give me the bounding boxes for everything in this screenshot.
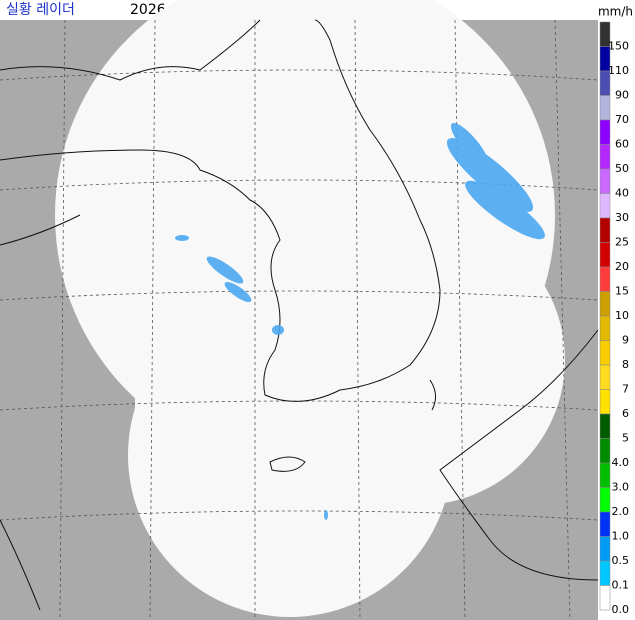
- legend-label: 6: [622, 407, 629, 420]
- legend-swatch: [599, 144, 611, 170]
- legend-label: 0.5: [612, 554, 630, 567]
- legend-swatch: [599, 560, 611, 586]
- legend-label: 20: [615, 260, 629, 273]
- legend-swatch: [599, 536, 611, 562]
- map: [0, 19, 599, 620]
- legend-label: 15: [615, 285, 629, 298]
- legend-swatch: [599, 168, 611, 194]
- legend-swatch: [599, 413, 611, 439]
- legend-label: 60: [615, 138, 629, 151]
- legend-swatch: [599, 487, 611, 513]
- legend-swatch: [599, 462, 611, 488]
- legend-label: 25: [615, 236, 629, 249]
- legend-label: 0.0: [612, 603, 630, 616]
- legend-swatch: [599, 364, 611, 390]
- legend-swatch: [599, 193, 611, 219]
- legend-label: 150: [608, 40, 629, 53]
- legend-swatch: [599, 70, 611, 96]
- legend-swatch: [599, 511, 611, 537]
- legend-swatch: [599, 438, 611, 464]
- title: 실황 레이더: [6, 2, 75, 18]
- legend-swatch: [599, 389, 611, 415]
- legend-swatch: [599, 119, 611, 145]
- legend-swatch: [599, 95, 611, 121]
- legend-swatch: [599, 217, 611, 243]
- legend-label: 0.1: [612, 579, 630, 592]
- legend-label: 10: [615, 309, 629, 322]
- legend-label: 7: [622, 383, 629, 396]
- legend: 150 110 90 70 60 50 40 30 25 20 15 10 9 8 7 6 5 4.0 3.0 2.0…: [599, 21, 630, 616]
- legend-swatch: [599, 291, 611, 317]
- unit: mm/h: [598, 5, 633, 19]
- legend-label: 5: [622, 432, 629, 445]
- legend-label: 30: [615, 211, 629, 224]
- legend-label: 90: [615, 89, 629, 102]
- legend-label: 1.0: [612, 530, 630, 543]
- legend-label: 3.0: [612, 481, 630, 494]
- legend-label: 4.0: [612, 456, 630, 469]
- legend-label: 9: [622, 334, 629, 347]
- legend-label: 40: [615, 187, 629, 200]
- legend-swatch: [599, 315, 611, 341]
- legend-swatch: [599, 340, 611, 366]
- legend-swatch: [599, 585, 611, 611]
- legend-label: 70: [615, 113, 629, 126]
- legend-swatch: [599, 266, 611, 292]
- legend-swatch: [599, 242, 611, 268]
- legend-label: 110: [608, 64, 629, 77]
- legend-label: 8: [622, 358, 629, 371]
- legend-label: 2.0: [612, 505, 630, 518]
- legend-label: 50: [615, 162, 629, 175]
